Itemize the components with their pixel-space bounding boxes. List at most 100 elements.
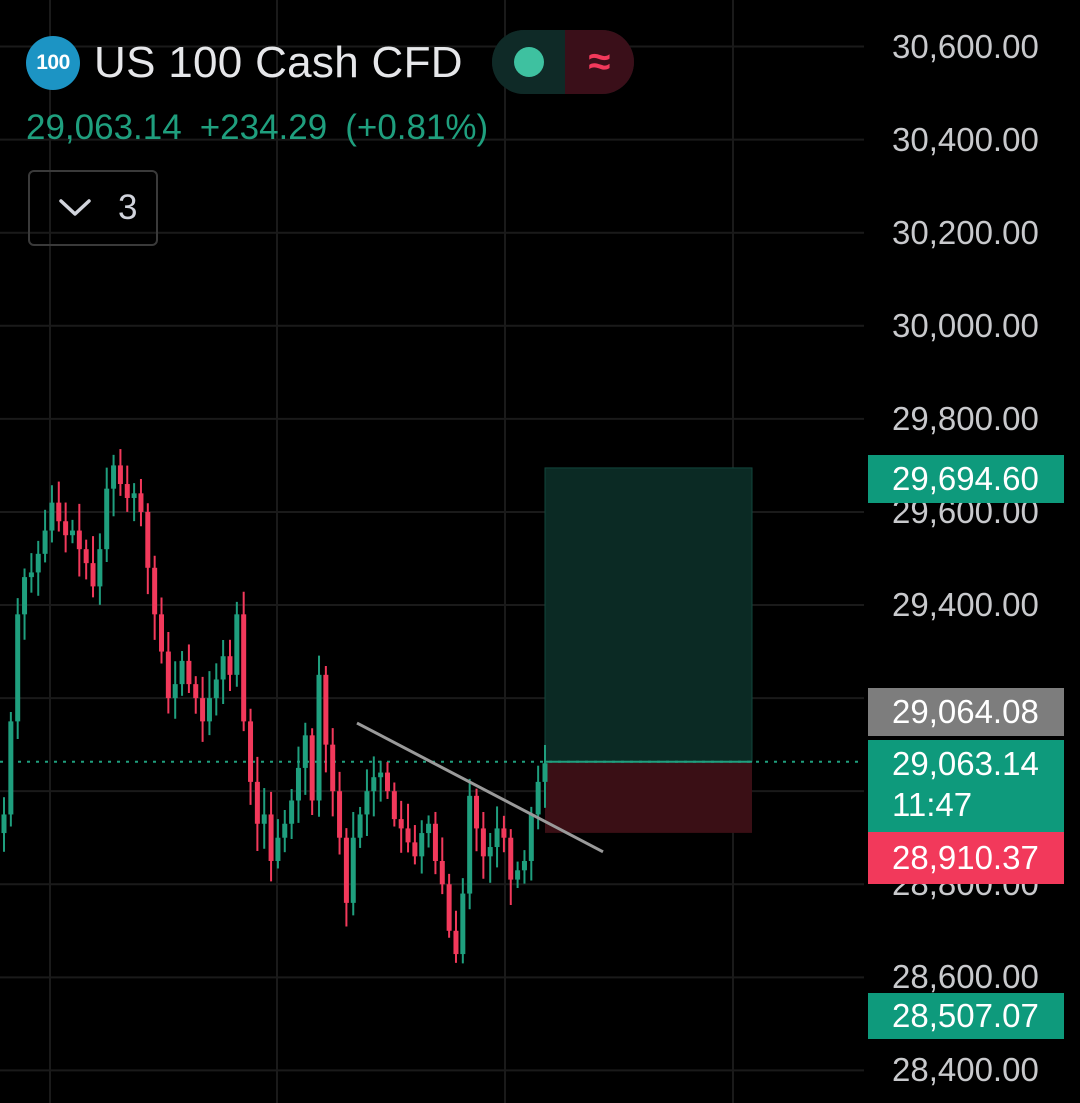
candle xyxy=(446,884,452,931)
y-tick-label: 30,200.00 xyxy=(892,213,1039,251)
price-change-percent: (+0.81%) xyxy=(345,108,489,147)
price-quote: 29,063.14 +234.29 (+0.81%) xyxy=(26,108,506,148)
candle xyxy=(501,828,507,838)
candle xyxy=(213,679,219,699)
candle xyxy=(28,572,34,578)
candle xyxy=(535,781,541,815)
candle xyxy=(282,823,288,838)
last-price-label: 29,063.14 11:47 xyxy=(868,740,1064,832)
candle xyxy=(528,814,534,861)
candle xyxy=(90,563,96,587)
candle xyxy=(56,502,62,522)
candle xyxy=(398,819,404,829)
candle xyxy=(343,837,349,903)
candle xyxy=(152,567,158,615)
status-dot-icon xyxy=(513,47,544,77)
candle xyxy=(439,860,445,885)
y-tick-label: 29,400.00 xyxy=(892,586,1039,624)
candle xyxy=(289,800,295,824)
candle xyxy=(357,814,363,838)
candle xyxy=(83,549,89,564)
candle xyxy=(241,614,247,722)
chart-mode-toggle[interactable]: ≈ xyxy=(492,30,634,94)
candle xyxy=(515,870,521,880)
candle xyxy=(426,823,432,834)
candle xyxy=(453,930,459,955)
candle xyxy=(131,493,137,498)
symbol-logo: 100 xyxy=(26,36,80,90)
candle xyxy=(487,847,493,857)
candle xyxy=(200,698,206,722)
candle xyxy=(234,614,240,675)
candle xyxy=(480,828,486,857)
candle xyxy=(227,656,233,675)
candle xyxy=(542,763,548,782)
indicator-count: 3 xyxy=(118,188,138,227)
candle xyxy=(330,744,336,792)
profit-zone xyxy=(544,467,753,763)
candle xyxy=(76,530,82,550)
candle xyxy=(460,893,466,955)
candle xyxy=(206,698,212,722)
symbol-title[interactable]: US 100 Cash CFD xyxy=(94,38,463,87)
approx-icon[interactable]: ≈ xyxy=(565,30,634,94)
candle xyxy=(350,837,356,903)
candle xyxy=(111,465,117,489)
candle xyxy=(117,465,123,485)
candle xyxy=(432,823,438,861)
candle xyxy=(261,814,267,824)
candle xyxy=(419,833,425,857)
y-tick-label: 28,400.00 xyxy=(892,1051,1039,1089)
y-tick-label: 30,000.00 xyxy=(892,306,1039,344)
candle xyxy=(124,484,130,498)
trend-line xyxy=(356,721,604,854)
candle xyxy=(49,502,55,531)
candle xyxy=(145,511,151,568)
candle xyxy=(378,772,384,778)
candle xyxy=(302,735,308,768)
candle xyxy=(275,837,281,861)
candle xyxy=(521,860,527,871)
candle xyxy=(248,721,254,782)
candle xyxy=(508,837,514,880)
candle xyxy=(138,493,144,512)
candle xyxy=(295,767,301,801)
loss-zone xyxy=(545,761,752,833)
candle xyxy=(254,781,260,824)
low-price-label: 28,507.07 xyxy=(868,993,1064,1039)
indicators-collapse-button[interactable]: 3 xyxy=(28,170,158,246)
candle xyxy=(186,660,192,685)
candle xyxy=(15,614,21,722)
y-tick-label: 30,600.00 xyxy=(892,27,1039,65)
y-tick-label: 29,800.00 xyxy=(892,399,1039,437)
candle xyxy=(364,791,370,815)
candle xyxy=(69,530,75,536)
y-tick-label: 30,400.00 xyxy=(892,120,1039,158)
candle xyxy=(323,674,329,745)
candle xyxy=(97,549,103,587)
candle xyxy=(1,814,7,834)
candle xyxy=(405,828,411,843)
candle xyxy=(35,553,41,573)
stop-price-label: 28,910.37 xyxy=(868,832,1064,884)
candle xyxy=(165,651,171,699)
candle xyxy=(494,828,500,848)
candle xyxy=(337,791,343,838)
symbol-header[interactable]: 100 US 100 Cash CFD xyxy=(26,36,463,90)
chevron-down-icon xyxy=(59,199,91,216)
market-open-indicator[interactable] xyxy=(492,30,565,94)
candle xyxy=(220,656,226,680)
last-price-value: 29,063.14 xyxy=(892,745,1039,782)
candle xyxy=(371,777,377,792)
candle xyxy=(268,814,274,861)
candle xyxy=(104,488,110,550)
target-price-label: 29,694.60 xyxy=(868,455,1064,503)
candle xyxy=(467,795,473,894)
price-change: +234.29 xyxy=(199,108,328,147)
candle xyxy=(8,721,14,815)
bid-price-label: 29,064.08 xyxy=(868,688,1064,736)
candle xyxy=(159,614,165,652)
candle xyxy=(316,674,322,801)
candle xyxy=(22,577,28,615)
